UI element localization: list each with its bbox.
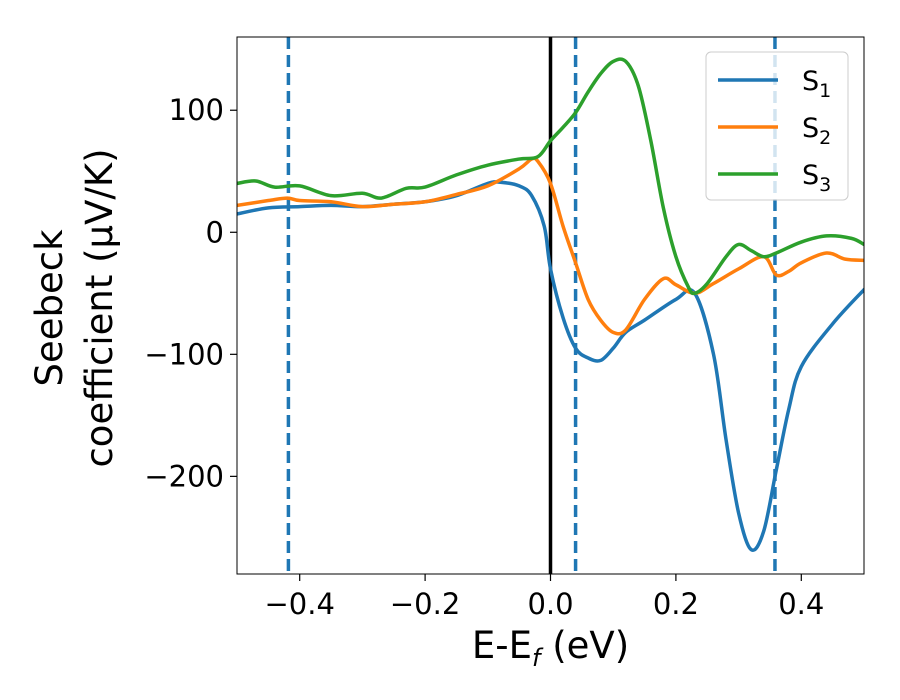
y-axis-label: Seebeck coefficient (μV/K) (28, 148, 121, 467)
y-tick-label: 0 (206, 215, 224, 249)
x-axis: −0.4 −0.2 0.0 0.2 0.4 (264, 574, 824, 621)
legend-label-s2: S2 (802, 113, 831, 149)
y-tick-label: 100 (169, 93, 224, 127)
y-tick-label: −100 (144, 337, 224, 371)
y-axis-label-line2: coefficient (μV/K) (78, 148, 121, 467)
y-tick-label: −200 (144, 459, 224, 493)
x-tick-label: −0.4 (264, 587, 334, 621)
legend-label-s1: S1 (802, 66, 831, 102)
y-axis: −200 −100 0 100 (144, 93, 237, 493)
legend: S1 S2 S3 (705, 51, 849, 201)
series-lines (237, 57, 864, 552)
x-tick-label: 0.4 (778, 587, 824, 621)
x-tick-label: 0.2 (653, 587, 699, 621)
reference-lines (286, 37, 777, 574)
x-tick-label: −0.2 (390, 587, 460, 621)
legend-label-s3: S3 (802, 160, 831, 196)
y-axis-label-line1: Seebeck (28, 229, 71, 387)
series-line-s3 (237, 57, 864, 296)
x-tick-label: 0.0 (527, 587, 573, 621)
x-axis-label: E-Ef (eV) (472, 624, 629, 672)
series-line-s2 (237, 156, 864, 336)
